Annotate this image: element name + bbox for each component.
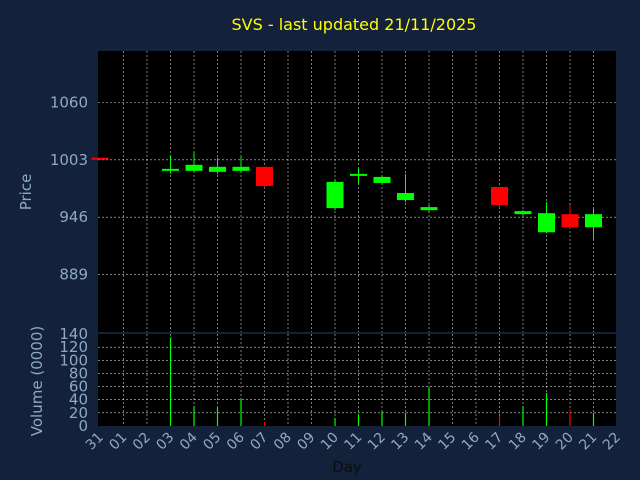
x-tick-label: 02	[130, 430, 154, 454]
candle-body	[232, 166, 250, 171]
x-tick-label: 14	[412, 429, 436, 453]
x-tick-label: 15	[435, 430, 459, 454]
volume-tick-label: 20	[69, 404, 88, 422]
volume-tick-label: 0	[78, 417, 88, 435]
x-tick-label: 11	[341, 430, 365, 454]
candle-body	[162, 168, 179, 171]
x-tick-label: 17	[482, 430, 506, 454]
x-tick-label: 18	[506, 430, 530, 454]
x-tick-label: 20	[553, 430, 577, 454]
candle-layer	[91, 151, 602, 240]
price-axis-label: Price	[17, 174, 35, 211]
x-tick-label: 07	[247, 430, 271, 454]
candle-body	[491, 186, 508, 206]
volume-tick-label: 80	[69, 364, 88, 382]
candle-body	[91, 157, 109, 160]
candle-body	[185, 164, 203, 171]
volume-layer	[169, 337, 595, 426]
candle-body	[209, 166, 226, 172]
x-tick-label: 16	[459, 429, 483, 453]
x-tick-label: 21	[576, 430, 600, 454]
x-axis-label: Day	[332, 458, 362, 476]
x-tick-label: 09	[294, 430, 318, 454]
candle-body	[373, 176, 391, 183]
x-axis-ticks: 31 01 02 03 04 05 06 07 08 09 10 11 12 13 14 15 16 17 18 19…	[83, 429, 624, 453]
x-tick-label: 01	[106, 430, 130, 454]
x-tick-label: 08	[271, 430, 295, 454]
x-tick-label: 19	[529, 430, 553, 454]
volume-axis-label: Volume (0000)	[28, 326, 46, 436]
x-tick-label: 22	[600, 430, 624, 454]
price-tick-label: 1060	[50, 93, 88, 111]
candle-body	[514, 211, 532, 215]
candle-body	[256, 166, 273, 186]
x-tick-label: 12	[365, 430, 389, 454]
candle-body	[561, 214, 579, 228]
x-tick-label: 13	[388, 430, 412, 454]
price-tick-label: 889	[59, 266, 88, 284]
x-tick-label: 04	[177, 429, 201, 453]
volume-tick-label: 60	[69, 378, 88, 396]
price-axis-ticks: 889 946 1003 1060	[50, 93, 88, 283]
chart-title: SVS - last updated 21/11/2025	[232, 15, 477, 34]
volume-tick-label: 100	[59, 351, 88, 369]
candle-body	[585, 214, 602, 228]
volume-tick-label: 120	[59, 338, 88, 356]
x-tick-label: 06	[224, 429, 248, 453]
volume-tick-label: 140	[59, 325, 88, 343]
price-panel-bg	[98, 51, 616, 332]
candle-body	[420, 207, 438, 211]
candle-body	[350, 173, 367, 176]
volume-panel-bg	[98, 334, 616, 426]
candle-body	[326, 181, 344, 209]
x-tick-label: 05	[200, 430, 224, 454]
x-tick-label: 03	[153, 430, 177, 454]
volume-tick-label: 40	[69, 391, 88, 409]
price-tick-label: 1003	[50, 151, 88, 169]
x-tick-label: 10	[318, 430, 342, 454]
price-tick-label: 946	[59, 208, 88, 226]
candle-body	[538, 213, 555, 233]
candle-body	[397, 193, 414, 201]
